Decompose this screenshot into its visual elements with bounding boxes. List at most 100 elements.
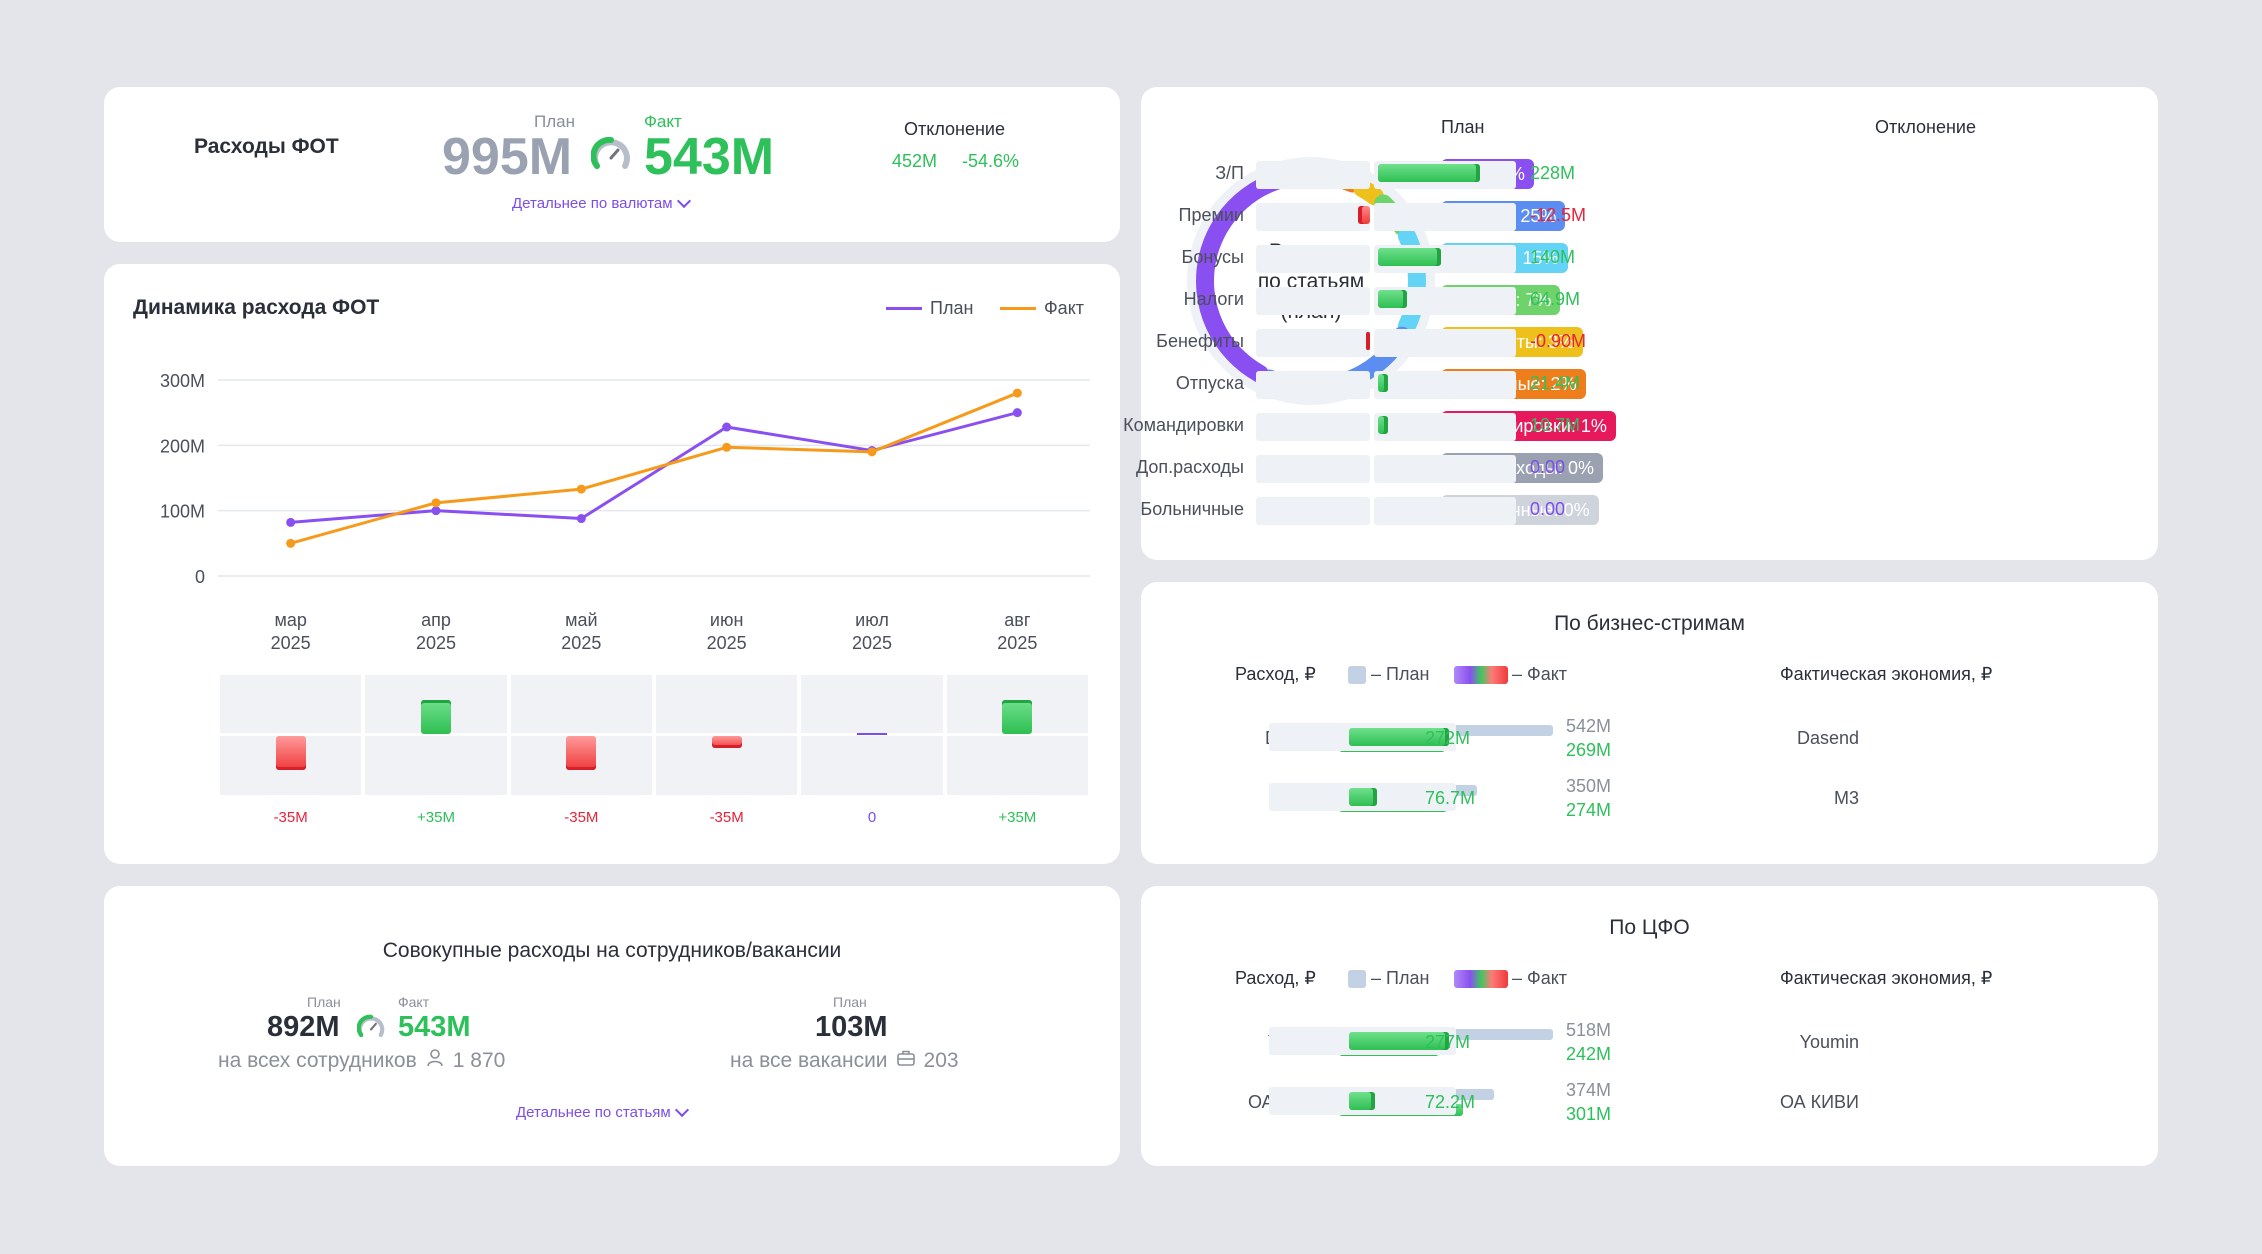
deviation-track-neg: [1256, 203, 1370, 231]
deviation-bar-positive: [1002, 700, 1033, 734]
cfo-saving-fill: [1349, 1032, 1449, 1050]
deviation-value: 64.9M: [1530, 289, 1581, 309]
series-line: [290, 391, 1018, 545]
data-point: [1012, 408, 1022, 418]
x-tick-month: авг: [1004, 610, 1031, 630]
total-vac-count: 203: [923, 1049, 959, 1072]
data-point: [1012, 388, 1022, 398]
deviation-value: 0.00: [1530, 499, 1566, 519]
dynamics-title: Динамика расхода ФОТ: [133, 296, 380, 319]
deviation-track-neg: [1256, 329, 1370, 357]
deviation-row: Бенефиты -0.90M: [1156, 327, 2141, 357]
articles-plan-header: План: [1441, 117, 1485, 137]
deviation-fill-positive: [1378, 290, 1407, 308]
data-point: [722, 422, 732, 432]
deviation-bar-positive: [421, 700, 451, 734]
cfo-saving-name: Youmin: [1799, 1032, 1859, 1052]
deviation-row: З/П 228M: [1215, 159, 2141, 189]
fot-details-link[interactable]: Детальнее по валютам: [512, 193, 691, 212]
deviation-track-pos: [1374, 203, 1516, 231]
deviation-name: Командировки: [1123, 415, 1244, 435]
deviation-row: Отпуска 21.4M: [1176, 369, 2141, 399]
x-tick-year: 2025: [271, 633, 311, 653]
deviation-name: Налоги: [1183, 289, 1244, 309]
deviation-fill-positive: [1378, 248, 1441, 266]
cfo-legend-fact-swatch: [1454, 970, 1508, 988]
deviation-fill-positive: [1378, 416, 1388, 434]
deviation-track-neg: [1256, 497, 1370, 525]
x-tick-month: май: [565, 610, 597, 630]
deviation-name: Бенефиты: [1156, 331, 1244, 351]
deviation-row: Премии -12.5M: [1179, 201, 2141, 231]
streams-legend-fact: – Факт: [1512, 664, 1568, 684]
streams-saving-name: Dasend: [1796, 728, 1859, 748]
cfo-legend-fact: – Факт: [1512, 968, 1568, 988]
deviation-track-pos: [1374, 413, 1516, 441]
deviation-name: Отпуска: [1175, 373, 1244, 393]
total-emp-caption-row: на всех сотрудников 1 870: [218, 1048, 505, 1074]
deviation-fill-negative: [1366, 332, 1370, 350]
deviation-value: 228M: [1530, 163, 1576, 183]
deviation-track-neg: [1256, 455, 1370, 483]
streams-fact-value: 274M: [1566, 800, 1612, 820]
briefcase-icon: [896, 1048, 916, 1074]
streams-title: По бизнес-стримам: [1554, 612, 1745, 635]
chevron-down-icon: [674, 1102, 689, 1118]
data-point: [576, 484, 586, 494]
total-emp-fact-label: Факт: [398, 994, 430, 1010]
deviation-value: -0.90M: [1530, 331, 1587, 351]
deviation-row: Больничные 0.00: [1140, 495, 2141, 525]
deviation-track-neg: [1256, 371, 1370, 399]
cfo-fact-value: 301M: [1566, 1104, 1612, 1124]
gauge-icon: [356, 1014, 385, 1042]
x-tick-month: июл: [855, 610, 889, 630]
cfo-legend-plan-swatch: [1348, 970, 1366, 988]
total-card: Совокупные расходы на сотрудников/ваканс…: [104, 886, 1120, 1166]
deviation-track-neg: [1256, 245, 1370, 273]
fot-fact-value: 543M: [644, 128, 775, 186]
deviation-track-neg: [1256, 413, 1370, 441]
deviation-label: -35M: [564, 809, 599, 826]
total-vac-plan-label: План: [833, 994, 867, 1010]
cfo-saving-value: 72.2M: [1425, 1092, 1476, 1112]
deviation-value: 21.4M: [1530, 373, 1581, 393]
fot-details-text[interactable]: Детальнее по валютам: [512, 195, 673, 212]
total-details-link[interactable]: Детальнее по статьям: [516, 1102, 689, 1121]
deviation-bar-negative: [566, 736, 597, 770]
deviation-value: 10.7M: [1530, 415, 1581, 435]
streams-saving-value: 76.7M: [1425, 788, 1476, 808]
gauge-icon: [590, 136, 631, 176]
cfo-saving-value: 277M: [1425, 1032, 1471, 1052]
fot-plan-value: 995M: [442, 128, 573, 186]
deviation-row: Доп.расходы 0.00: [1136, 453, 2141, 483]
deviation-track-pos: [1374, 329, 1516, 357]
fot-summary-card: Расходы ФОТ План 995M Факт 543M Детальне…: [104, 87, 1120, 242]
deviation-track-neg: [1256, 287, 1370, 315]
deviation-label: -35M: [709, 809, 744, 826]
donut-segment: [1353, 179, 1384, 206]
fot-title: Расходы ФОТ: [194, 135, 339, 158]
x-tick-year: 2025: [997, 633, 1037, 653]
deviation-name: Доп.расходы: [1135, 457, 1244, 477]
deviation-label: +35M: [998, 809, 1037, 826]
data-point: [286, 517, 296, 527]
articles-deviation-header: Отклонение: [1875, 117, 1976, 137]
cfo-saving-fill: [1349, 1092, 1375, 1110]
data-point: [286, 538, 296, 548]
streams-saving-fill: [1349, 728, 1449, 746]
legend-fact-swatch: [1000, 307, 1036, 310]
streams-legend-plan-swatch: [1348, 666, 1366, 684]
legend-fact: Факт: [1000, 298, 1084, 319]
data-point: [576, 514, 586, 524]
deviation-value: -12.5M: [1530, 205, 1587, 225]
deviation-value: 140M: [1530, 247, 1576, 267]
deviation-cell-top: [220, 675, 362, 733]
dynamics-card: Динамика расхода ФОТ План Факт 300M 200M 1…: [104, 264, 1120, 864]
total-emp-plan: 892M: [267, 1011, 340, 1043]
deviation-bar-negative: [711, 736, 742, 748]
deviation-cell-top: [801, 675, 943, 733]
deviation-cell-top: [656, 675, 798, 733]
total-details-text[interactable]: Детальнее по статьям: [516, 1104, 671, 1121]
total-emp-caption: на всех сотрудников: [218, 1049, 417, 1072]
deviation-track-pos: [1374, 371, 1516, 399]
